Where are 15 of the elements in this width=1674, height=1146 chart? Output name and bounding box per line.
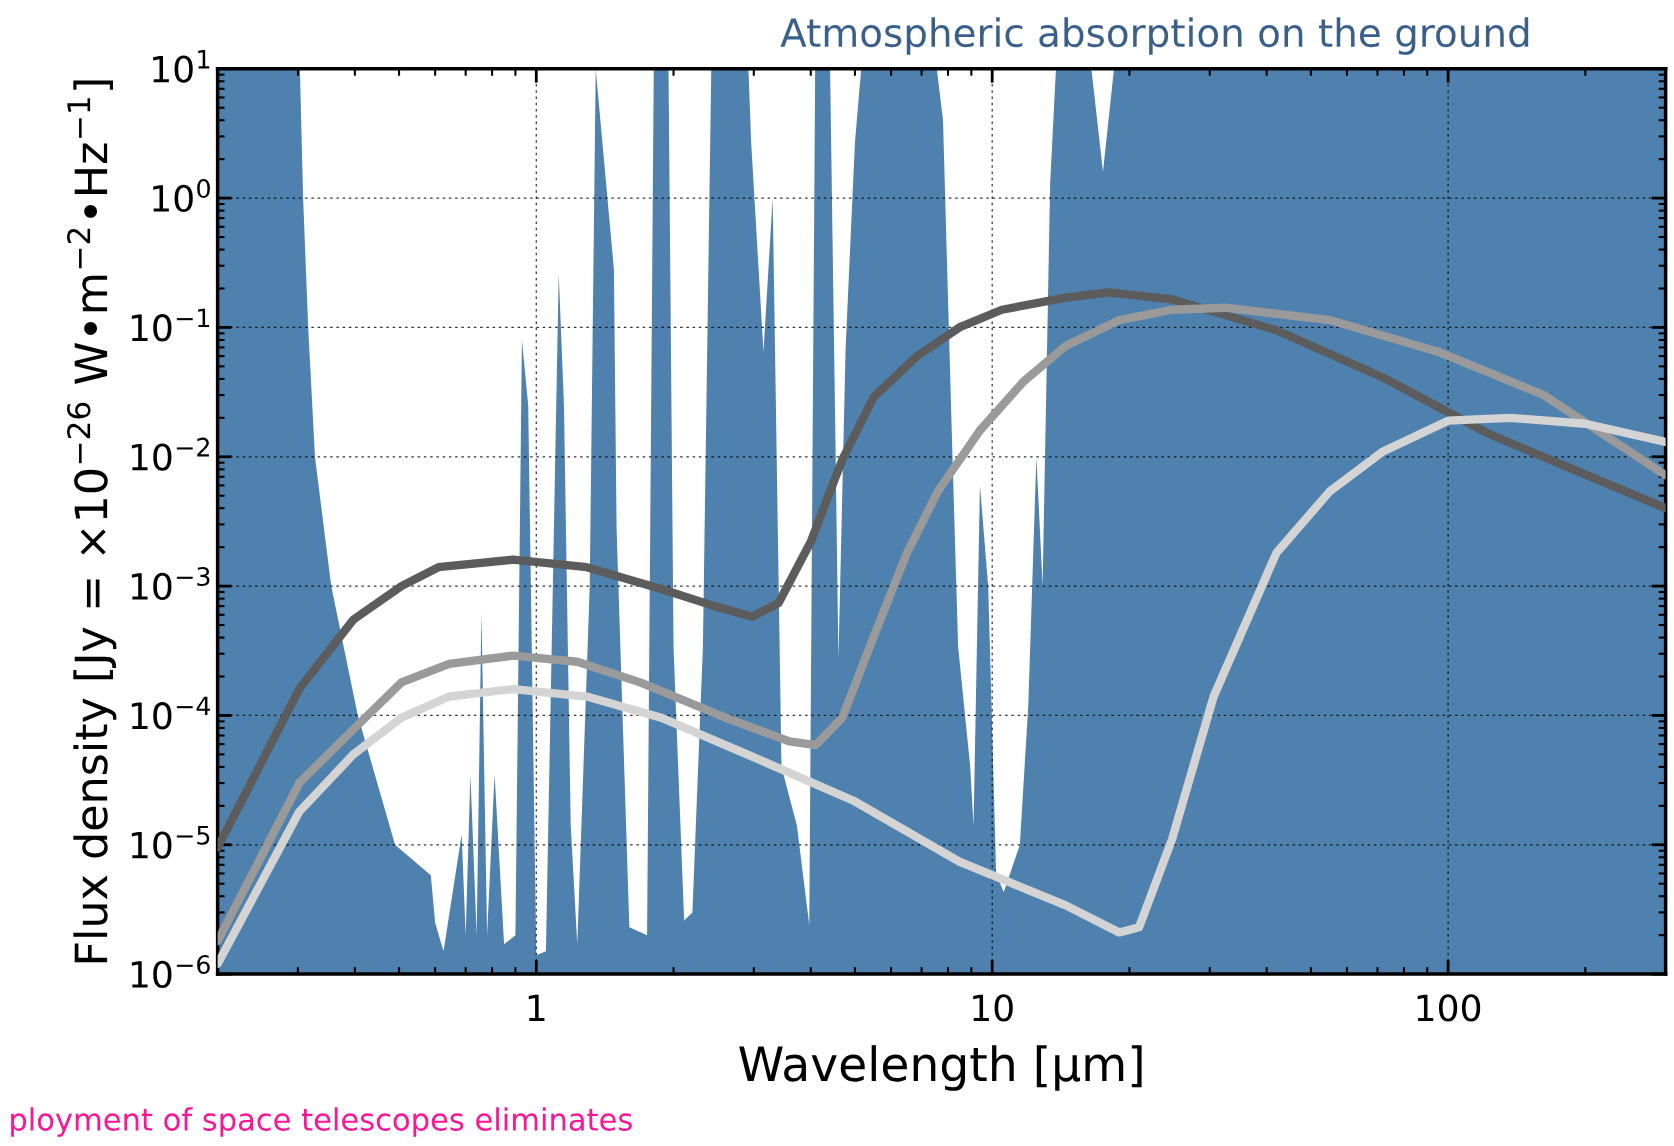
y-tick-label: 10$^{−3}$ (131, 566, 210, 601)
x-axis-title: Wavelength [µm] (739, 1045, 1142, 1091)
text: ployment of space telescopes eliminates (11, 1107, 632, 1137)
x-tick-label: 10 (973, 994, 1013, 1022)
y-tick-label: 10$^{1}$ (153, 49, 210, 83)
y-tick-label: 10$^{−5}$ (131, 825, 210, 859)
x-tick-label: 1 (528, 994, 545, 1021)
y-axis-title: Flux density [Jy = ×10$^{−26}$ W•m$^{−2}$•Hz$^{−1}$] (67, 80, 117, 963)
y-tick-label: 10$^{−6}$ (131, 954, 210, 989)
y-tick-label: 10$^{−2}$ (131, 437, 209, 471)
y-tick-label: 10$^{0}$ (153, 178, 210, 213)
y-tick-label: 10$^{−4}$ (131, 696, 211, 730)
y-tick-label: 10$^{−1}$ (131, 308, 210, 342)
chart-title: Atmospheric absorption on the ground (780, 17, 1529, 55)
x-tick-label: 100 (1417, 994, 1481, 1022)
